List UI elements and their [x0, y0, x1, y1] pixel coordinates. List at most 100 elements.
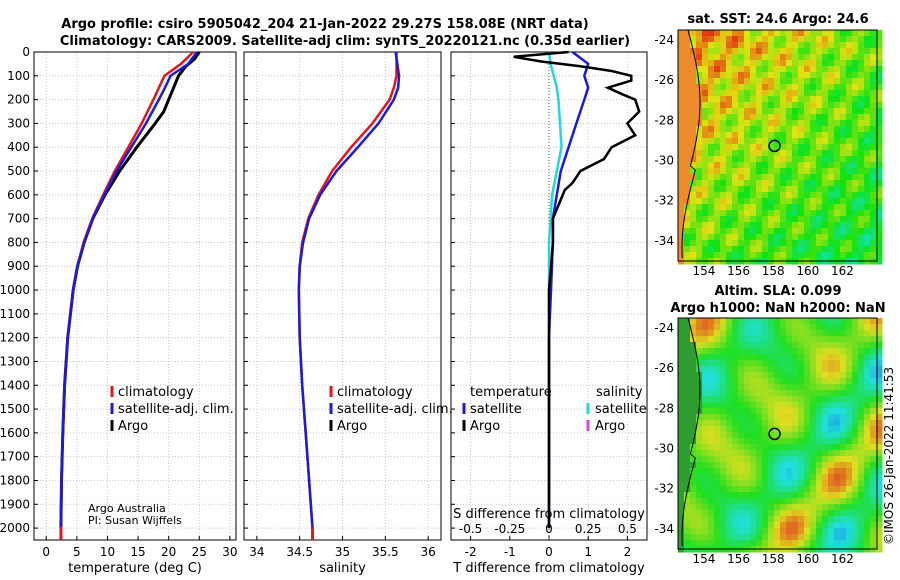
- map-cell: [792, 498, 799, 505]
- map-cell: [768, 192, 775, 199]
- map-cell: [750, 330, 757, 337]
- map-cell: [702, 378, 709, 385]
- map-cell: [678, 492, 685, 499]
- map-cell: [792, 240, 799, 247]
- map-cell: [696, 204, 703, 211]
- map-cell: [852, 402, 859, 409]
- map-cell: [774, 396, 781, 403]
- sst-map-title: sat. SST: 24.6 Argo: 24.6: [687, 12, 868, 27]
- map-cell: [864, 156, 871, 163]
- map-cell: [696, 216, 703, 223]
- map-cell: [780, 432, 787, 439]
- map-cell: [798, 60, 805, 67]
- map-cell: [816, 486, 823, 493]
- map-cell: [714, 510, 721, 517]
- map-cell: [738, 456, 745, 463]
- map-cell: [834, 360, 841, 367]
- map-cell: [864, 84, 871, 91]
- map-cell: [786, 144, 793, 151]
- map-cell: [858, 192, 865, 199]
- map-cell: [744, 168, 751, 175]
- map-cell: [870, 486, 877, 493]
- map-cell: [744, 72, 751, 79]
- map-cell: [726, 480, 733, 487]
- map-cell: [726, 126, 733, 133]
- map-cell: [702, 216, 709, 223]
- map-cell: [792, 438, 799, 445]
- map-cell: [774, 180, 781, 187]
- map-cell: [708, 168, 715, 175]
- map-cell: [774, 60, 781, 67]
- map-cell: [816, 180, 823, 187]
- map-cell: [732, 132, 739, 139]
- map-cell: [702, 432, 709, 439]
- map-cell: [792, 462, 799, 469]
- map-cell: [702, 420, 709, 427]
- map-cell: [840, 162, 847, 169]
- map-cell: [750, 228, 757, 235]
- map-cell: [822, 462, 829, 469]
- map-cell: [852, 372, 859, 379]
- map-cell: [876, 246, 883, 253]
- map-cell: [738, 324, 745, 331]
- map-cell: [750, 450, 757, 457]
- map-cell: [750, 366, 757, 373]
- map-cell: [708, 78, 715, 85]
- map-cell: [732, 150, 739, 157]
- map-cell: [840, 102, 847, 109]
- map-cell: [798, 438, 805, 445]
- map-cell: [834, 504, 841, 511]
- map-cell: [822, 198, 829, 205]
- map-cell: [870, 36, 877, 43]
- map-frame: [677, 29, 878, 262]
- map-cell: [792, 72, 799, 79]
- map-cell: [750, 426, 757, 433]
- map-cell: [786, 318, 793, 325]
- map-cell: [858, 48, 865, 55]
- map-cell: [864, 408, 871, 415]
- map-cell: [822, 474, 829, 481]
- map-cell: [678, 108, 685, 115]
- map-cell: [720, 366, 727, 373]
- map-cell: [702, 162, 709, 169]
- map-cell: [756, 366, 763, 373]
- map-cell: [870, 42, 877, 49]
- map-cell: [858, 252, 865, 259]
- map-cell: [858, 156, 865, 163]
- map-cell: [714, 336, 721, 343]
- map-cell: [846, 348, 853, 355]
- map-cell: [732, 534, 739, 541]
- x-tick-label: 35: [335, 545, 350, 559]
- map-cell: [822, 54, 829, 61]
- map-cell: [762, 498, 769, 505]
- map-cell: [762, 180, 769, 187]
- map-cell: [846, 156, 853, 163]
- map-cell: [732, 366, 739, 373]
- map-cell: [744, 372, 751, 379]
- map-cell: [876, 78, 883, 85]
- map-cell: [810, 30, 817, 37]
- map-cell: [846, 510, 853, 517]
- map-cell: [798, 102, 805, 109]
- map-cell: [744, 246, 751, 253]
- map-cell: [726, 390, 733, 397]
- map-cell: [804, 198, 811, 205]
- map-cell: [744, 438, 751, 445]
- map-cell: [756, 252, 763, 259]
- map-cell: [678, 210, 685, 217]
- map-cell: [834, 432, 841, 439]
- map-cell: [846, 444, 853, 451]
- map-cell: [702, 228, 709, 235]
- map-cell: [714, 486, 721, 493]
- map-cell: [864, 420, 871, 427]
- x-tick-label: 5: [73, 545, 81, 559]
- map-cell: [678, 192, 685, 199]
- map-cell: [708, 150, 715, 157]
- map-cell: [852, 192, 859, 199]
- map-cell: [750, 54, 757, 61]
- map-cell: [702, 540, 709, 547]
- map-cell: [744, 324, 751, 331]
- map-cell: [858, 210, 865, 217]
- map-cell: [714, 108, 721, 115]
- map-cell: [858, 150, 865, 157]
